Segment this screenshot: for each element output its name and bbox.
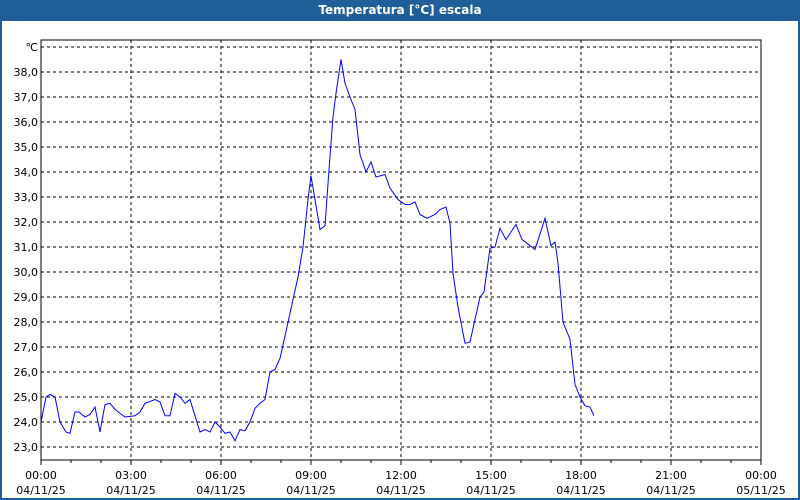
- y-tick-label: 30,0: [14, 266, 39, 279]
- chart-body: [2, 21, 798, 498]
- x-tick-time: 03:00: [115, 469, 147, 482]
- y-tick-label: 37,0: [14, 91, 39, 104]
- x-tick-date: 05/11/25: [736, 484, 785, 497]
- x-tick-time: 00:00: [25, 469, 57, 482]
- y-tick-label: 29,0: [14, 291, 39, 304]
- window-title: Temperatura [°C] escala: [0, 0, 800, 21]
- y-axis-unit: ℃: [26, 41, 38, 54]
- x-tick-time: 06:00: [205, 469, 237, 482]
- x-tick-time: 21:00: [655, 469, 687, 482]
- x-tick-date: 04/11/25: [286, 484, 335, 497]
- y-tick-label: 34,0: [14, 166, 39, 179]
- temperature-line: [40, 59, 595, 442]
- y-tick-label: 32,0: [14, 216, 39, 229]
- plot-frame: [40, 39, 762, 461]
- y-tick-label: 25,0: [14, 391, 39, 404]
- y-tick-label: 28,0: [14, 316, 39, 329]
- y-tick-label: 36,0: [14, 116, 39, 129]
- x-tick-date: 04/11/25: [376, 484, 425, 497]
- x-tick-time: 00:00: [745, 469, 777, 482]
- x-tick-date: 04/11/25: [196, 484, 245, 497]
- x-tick-time: 18:00: [565, 469, 597, 482]
- y-tick-label: 23,0: [14, 441, 39, 454]
- x-tick-date: 04/11/25: [646, 484, 695, 497]
- y-tick-label: 35,0: [14, 141, 39, 154]
- y-tick-label: 33,0: [14, 191, 39, 204]
- y-tick-label: 26,0: [14, 366, 39, 379]
- y-tick-label: 27,0: [14, 341, 39, 354]
- x-tick-date: 04/11/25: [106, 484, 155, 497]
- y-tick-label: 31,0: [14, 241, 39, 254]
- x-tick-time: 12:00: [385, 469, 417, 482]
- x-tick-date: 04/11/25: [466, 484, 515, 497]
- x-tick-time: 09:00: [295, 469, 327, 482]
- x-tick-time: 15:00: [475, 469, 507, 482]
- y-tick-label: 24,0: [14, 416, 39, 429]
- x-tick-date: 04/11/25: [16, 484, 65, 497]
- x-tick-date: 04/11/25: [556, 484, 605, 497]
- y-tick-label: 38,0: [14, 66, 39, 79]
